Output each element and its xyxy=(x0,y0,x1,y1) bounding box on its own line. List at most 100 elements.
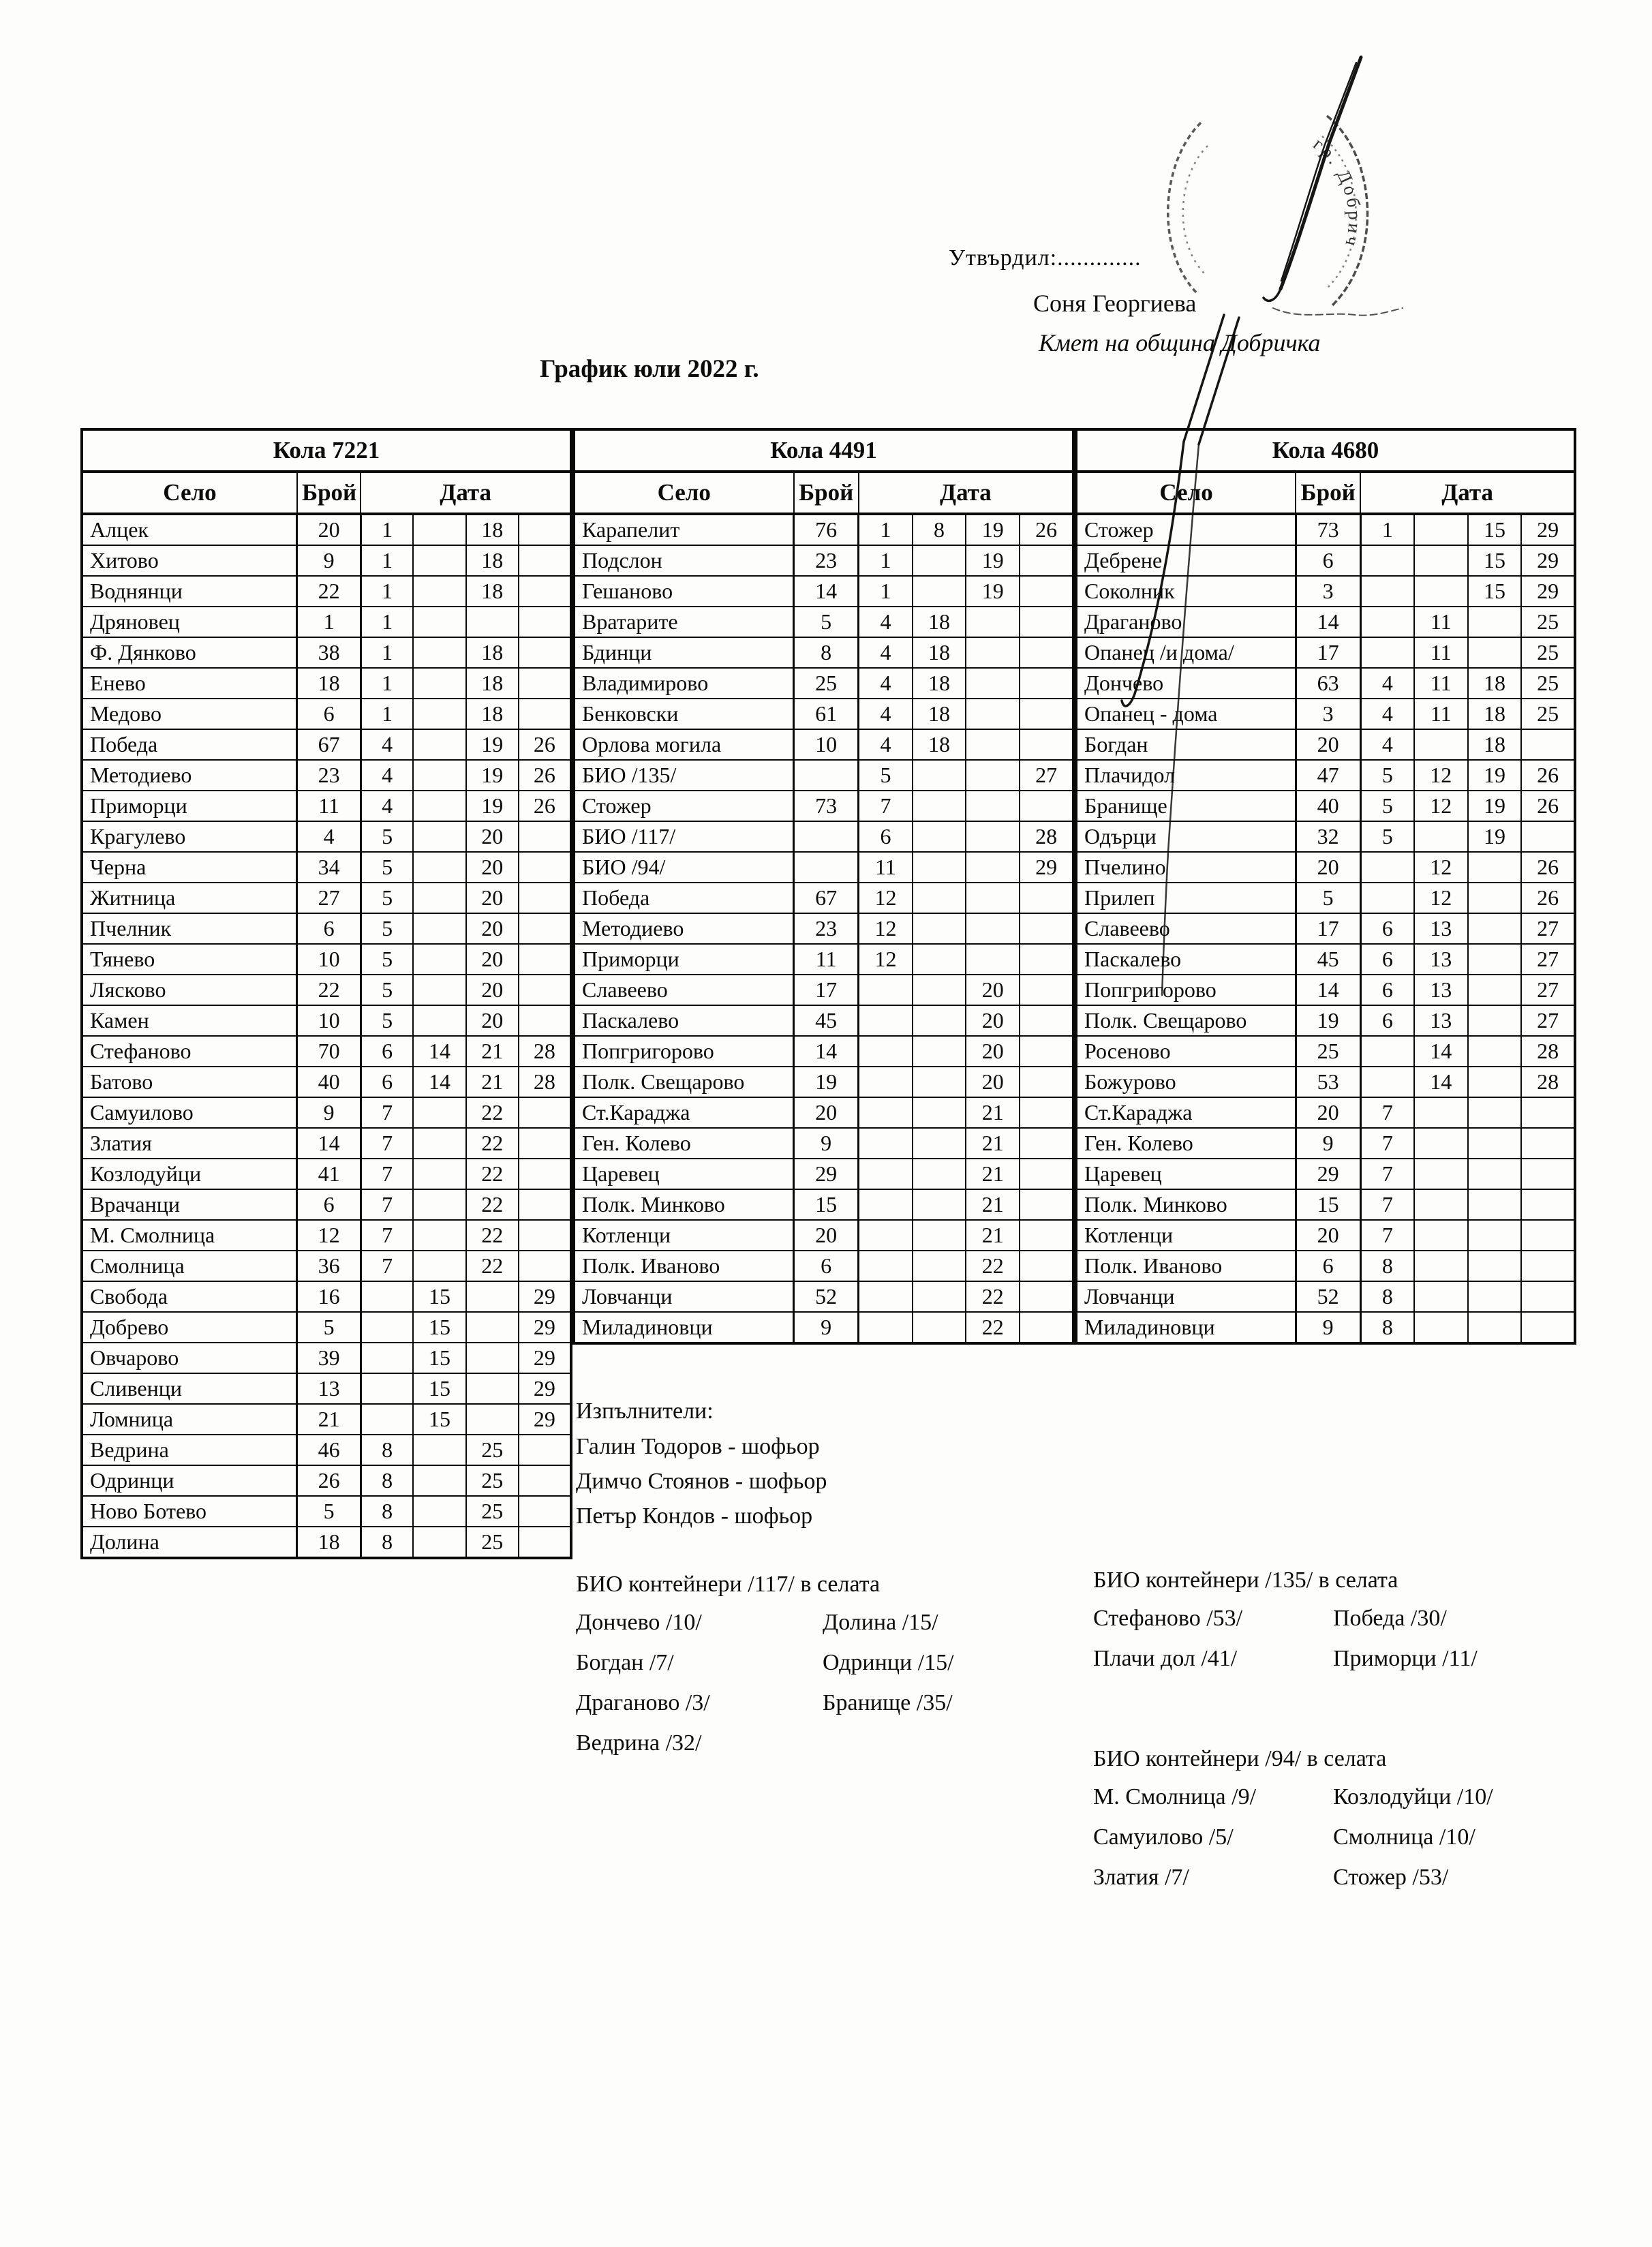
date-cell xyxy=(517,1465,572,1497)
date-cell xyxy=(1019,575,1074,607)
village-cell: Ломница xyxy=(81,1403,298,1435)
count-cell: 17 xyxy=(1294,913,1362,945)
date-cell: 21 xyxy=(965,1189,1021,1221)
table-row: Алцек 20 1 18 xyxy=(81,513,572,546)
date-cell: 7 xyxy=(360,1219,414,1251)
date-cell xyxy=(465,1311,519,1343)
date-cell: 18 xyxy=(465,637,519,669)
village-cell: Ст.Караджа xyxy=(573,1097,795,1129)
village-cell: Бенковски xyxy=(573,698,795,730)
date-cell xyxy=(1520,1281,1576,1313)
bio-item-right: Бранище /35/ xyxy=(823,1690,953,1715)
date-cell xyxy=(1019,1250,1074,1282)
date-cell: 1 xyxy=(360,667,414,699)
date-cell xyxy=(1019,729,1074,761)
date-cell xyxy=(1019,667,1074,699)
table-row: Бенковски 61 4 18 xyxy=(573,698,1074,730)
village-cell: Бдинци xyxy=(573,637,795,669)
date-cell: 22 xyxy=(465,1189,519,1221)
count-cell: 76 xyxy=(793,513,860,546)
date-cell: 4 xyxy=(360,759,414,791)
count-cell: 4 xyxy=(296,821,362,853)
date-cell: 20 xyxy=(965,1035,1021,1067)
date-cell xyxy=(857,1250,913,1282)
date-cell xyxy=(1467,882,1523,914)
bio-row: Дончево /10/Долина /15/ xyxy=(576,1610,1069,1636)
date-cell xyxy=(911,974,967,1006)
date-cell: 28 xyxy=(1520,1066,1576,1098)
date-cell: 18 xyxy=(465,545,519,577)
date-cell xyxy=(412,545,467,577)
village-cell: Попгригорово xyxy=(573,1035,795,1067)
date-cell: 5 xyxy=(360,1005,414,1037)
village-cell: Алцек xyxy=(81,513,298,546)
date-cell xyxy=(1019,913,1074,945)
date-cell xyxy=(1467,1097,1523,1129)
table-row: Победа 67 4 19 26 xyxy=(81,729,572,761)
village-cell: Козлодуйци xyxy=(81,1158,298,1190)
village-cell: БИО /135/ xyxy=(573,759,795,791)
date-cell: 5 xyxy=(360,943,414,975)
village-cell: Хитово xyxy=(81,545,298,577)
village-cell: Росеново xyxy=(1075,1035,1297,1067)
date-cell xyxy=(517,1005,572,1037)
date-cell xyxy=(517,1097,572,1129)
date-cell xyxy=(911,575,967,607)
date-cell: 21 xyxy=(965,1158,1021,1190)
village-cell: Царевец xyxy=(1075,1158,1297,1190)
count-cell: 25 xyxy=(1294,1035,1362,1067)
date-cell: 8 xyxy=(1360,1250,1415,1282)
date-cell: 26 xyxy=(1520,882,1576,914)
date-cell: 29 xyxy=(1019,851,1074,883)
date-cell: 7 xyxy=(360,1189,414,1221)
village-cell: Попгригорово xyxy=(1075,974,1297,1006)
table-row: Царевец 29 21 xyxy=(573,1158,1074,1190)
count-cell: 3 xyxy=(1294,698,1362,730)
date-cell xyxy=(517,698,572,730)
executors-section: Изпълнители: Галин Тодоров - шофьор Димчо… xyxy=(576,1398,827,1538)
table-row: БИО /135/5 27 xyxy=(573,759,1074,791)
count-cell: 67 xyxy=(296,729,362,761)
date-cell xyxy=(360,1311,414,1343)
date-cell: 5 xyxy=(360,913,414,945)
date-cell: 7 xyxy=(1360,1189,1415,1221)
date-cell: 29 xyxy=(517,1373,572,1405)
count-cell: 12 xyxy=(296,1219,362,1251)
date-cell xyxy=(412,1434,467,1466)
date-cell xyxy=(1360,545,1415,577)
date-cell: 13 xyxy=(1413,974,1469,1006)
date-cell: 6 xyxy=(360,1066,414,1098)
table-row: Ст.Караджа 20 21 xyxy=(573,1097,1074,1129)
count-cell: 10 xyxy=(793,729,860,761)
date-cell xyxy=(1413,545,1469,577)
table-row: Опанец /и дома/17 11 25 xyxy=(1075,637,1576,669)
table-row: Черна 34 5 20 xyxy=(81,851,572,883)
bio-item-left: Драганово /3/ xyxy=(576,1690,710,1715)
date-cell: 11 xyxy=(1413,606,1469,638)
date-cell: 20 xyxy=(465,882,519,914)
bio-row: Плачи дол /41/Приморци /11/ xyxy=(1093,1646,1573,1672)
bio-117-heading: БИО контейнери /117/ в селата xyxy=(576,1572,881,1597)
table-row: Богдан 20 4 18 xyxy=(1075,729,1576,761)
table-row: Дряновец 1 1 xyxy=(81,606,572,638)
date-cell xyxy=(965,759,1021,791)
date-cell: 1 xyxy=(857,513,913,546)
date-cell: 1 xyxy=(360,637,414,669)
count-cell: 5 xyxy=(296,1311,362,1343)
count-cell: 9 xyxy=(296,1097,362,1129)
village-cell: Славеево xyxy=(1075,913,1297,945)
date-cell xyxy=(1413,1158,1469,1190)
date-cell xyxy=(1019,698,1074,730)
date-cell xyxy=(1520,729,1576,761)
date-cell xyxy=(857,1219,913,1251)
date-cell: 27 xyxy=(1520,1005,1576,1037)
village-cell: Добрево xyxy=(81,1311,298,1343)
count-cell: 63 xyxy=(1294,667,1362,699)
table-row: Владимирово 25 4 18 xyxy=(573,667,1074,699)
date-cell xyxy=(412,606,467,638)
date-cell: 8 xyxy=(360,1465,414,1497)
date-cell xyxy=(911,759,967,791)
date-cell: 15 xyxy=(1467,545,1523,577)
date-cell xyxy=(465,606,519,638)
village-cell: Пчелино xyxy=(1075,851,1297,883)
